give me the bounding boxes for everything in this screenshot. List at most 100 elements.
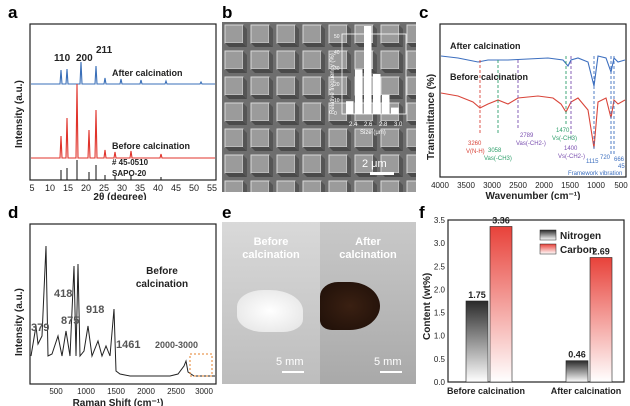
xrd-peak-211: 211 <box>96 45 113 56</box>
hist-bar <box>391 107 399 114</box>
bar-nitrogen-1 <box>565 360 589 383</box>
svg-text:Relative frequency (%): Relative frequency (%) <box>330 53 336 114</box>
svg-text:2789: 2789 <box>520 133 534 139</box>
svg-text:2500: 2500 <box>167 387 185 396</box>
svg-text:30: 30 <box>117 183 127 193</box>
panel-label-d: d <box>8 203 19 222</box>
content-bar-chart: 1.75 3.36 0.46 2.69 0.0 0.5 1.0 1.5 2.0 2.5 3.0 3.… <box>422 215 625 396</box>
chart-ytick: 3.5 <box>434 216 446 225</box>
scale-bar-right <box>380 371 402 373</box>
legend-carbon: Carbon <box>560 245 595 256</box>
xrd-ref-sticks <box>60 160 162 180</box>
chart-ylabel: Content (wt%) <box>422 273 433 340</box>
raman-ylabel: Intensity (a.u.) <box>14 288 25 356</box>
svg-text:Size (μm): Size (μm) <box>360 130 386 136</box>
svg-text:500: 500 <box>49 387 63 396</box>
svg-text:30: 30 <box>334 66 340 72</box>
svg-text:50: 50 <box>189 183 199 193</box>
raman-xlabel: Raman Shift (cm⁻¹) <box>73 398 164 406</box>
svg-text:Vas(-CH3): Vas(-CH3) <box>484 156 512 162</box>
ftir-before-trace <box>440 92 626 149</box>
svg-text:3.0: 3.0 <box>394 122 403 128</box>
svg-text:40: 40 <box>334 50 340 56</box>
chart-category-1: After calcination <box>551 386 622 396</box>
chart-ytick: 0.5 <box>434 355 446 364</box>
svg-text:Vs(-CH3): Vs(-CH3) <box>552 136 577 142</box>
bar-value-label: 0.46 <box>568 350 586 360</box>
ftir-xlabel: Wavenumber (cm⁻¹) <box>486 191 581 200</box>
svg-text:4000: 4000 <box>431 181 449 190</box>
svg-text:25: 25 <box>99 183 109 193</box>
ftir-ylabel: Transmittance (%) <box>426 74 437 160</box>
svg-text:1470: 1470 <box>556 128 570 134</box>
svg-text:3260: 3260 <box>468 141 482 147</box>
svg-text:Framework vibration: Framework vibration <box>568 171 622 177</box>
svg-text:Vas(-CH2-): Vas(-CH2-) <box>516 141 546 147</box>
svg-text:55: 55 <box>207 183 217 193</box>
xrd-xlabel: 2θ (degree) <box>93 192 146 200</box>
before-photo-label-1: Before <box>253 236 289 248</box>
hist-bar <box>382 94 390 114</box>
svg-text:Vs(-CH2-): Vs(-CH2-) <box>558 154 585 160</box>
chart-ytick: 1.5 <box>434 309 446 318</box>
xrd-after-trace <box>31 61 215 85</box>
xrd-xticks: 5 10 15 20 25 30 35 40 45 50 55 <box>29 183 217 193</box>
raman-xticks: 500 1000 1500 2000 2500 3000 <box>49 387 213 396</box>
xrd-ref-label-2: SAPO-20 <box>112 169 147 178</box>
legend-nitrogen: Nitrogen <box>560 231 601 242</box>
bar-value-label: 1.75 <box>468 290 486 300</box>
before-photo-label-2: calcination <box>242 249 300 261</box>
raman-range-label: 2000-3000 <box>155 340 198 350</box>
svg-text:5: 5 <box>29 183 34 193</box>
bar-carbon-0 <box>489 226 513 383</box>
xrd-peak-110: 110 <box>54 53 71 64</box>
xrd-before-label: Before calcination <box>112 141 190 151</box>
hist-bar <box>373 74 381 114</box>
ftir-before-label: Before calcination <box>450 72 528 82</box>
svg-text:3000: 3000 <box>483 181 501 190</box>
xrd-peak-200: 200 <box>76 53 93 64</box>
after-photo-label-2: calcination <box>339 249 397 261</box>
ftir-annotations: 3260 V(N-H) 3058 Vas(-CH3) 2789 Vas(-CH2… <box>466 128 625 177</box>
svg-text:0: 0 <box>334 111 337 117</box>
black-powder <box>320 282 380 330</box>
sem-scale-bar <box>370 172 394 175</box>
svg-text:1500: 1500 <box>107 387 125 396</box>
svg-text:40: 40 <box>153 183 163 193</box>
raman-peak-875: 875 <box>61 315 79 327</box>
svg-text:10: 10 <box>45 183 55 193</box>
xrd-before-trace <box>31 83 215 159</box>
raman-peak-379: 379 <box>31 322 49 334</box>
chart-legend: Nitrogen Carbon <box>539 229 601 256</box>
raman-title-2: calcination <box>136 279 188 290</box>
raman-peak-418: 418 <box>54 288 72 300</box>
after-photo-label-1: After <box>355 236 381 248</box>
svg-text:666: 666 <box>614 157 625 163</box>
sem-panel: 2 μm 2.4 2.6 2.8 3.0 Size (μm) Relative … <box>222 22 416 192</box>
hist-bar <box>346 101 354 114</box>
hist-bar <box>355 69 363 114</box>
svg-text:20: 20 <box>334 82 340 88</box>
white-powder <box>237 290 303 332</box>
xrd-ylabel: Intensity (a.u.) <box>14 80 25 148</box>
svg-text:15: 15 <box>63 183 73 193</box>
before-photo: Before calcination 5 mm <box>222 222 320 384</box>
svg-text:3058: 3058 <box>488 148 502 154</box>
bar-value-label: 3.36 <box>492 215 510 225</box>
svg-text:45: 45 <box>171 183 181 193</box>
sem-scale-label: 2 μm <box>362 158 387 170</box>
svg-text:45: 45 <box>618 164 625 170</box>
svg-text:500: 500 <box>614 181 628 190</box>
bar-value-label: 2.69 <box>592 246 610 256</box>
scale-label-left: 5 mm <box>276 356 304 368</box>
svg-text:720: 720 <box>600 155 611 161</box>
svg-text:20: 20 <box>81 183 91 193</box>
raman-panel: 418 875 918 379 1461 Before calcination … <box>14 223 217 406</box>
svg-text:2000: 2000 <box>137 387 155 396</box>
svg-text:3000: 3000 <box>195 387 213 396</box>
after-photo: After calcination 5 mm <box>320 222 416 384</box>
svg-text:2.8: 2.8 <box>379 122 388 128</box>
raman-trace <box>30 245 215 377</box>
sem-histogram: 2.4 2.6 2.8 3.0 Size (μm) Relative frequ… <box>330 26 407 136</box>
svg-text:1400: 1400 <box>564 146 578 152</box>
